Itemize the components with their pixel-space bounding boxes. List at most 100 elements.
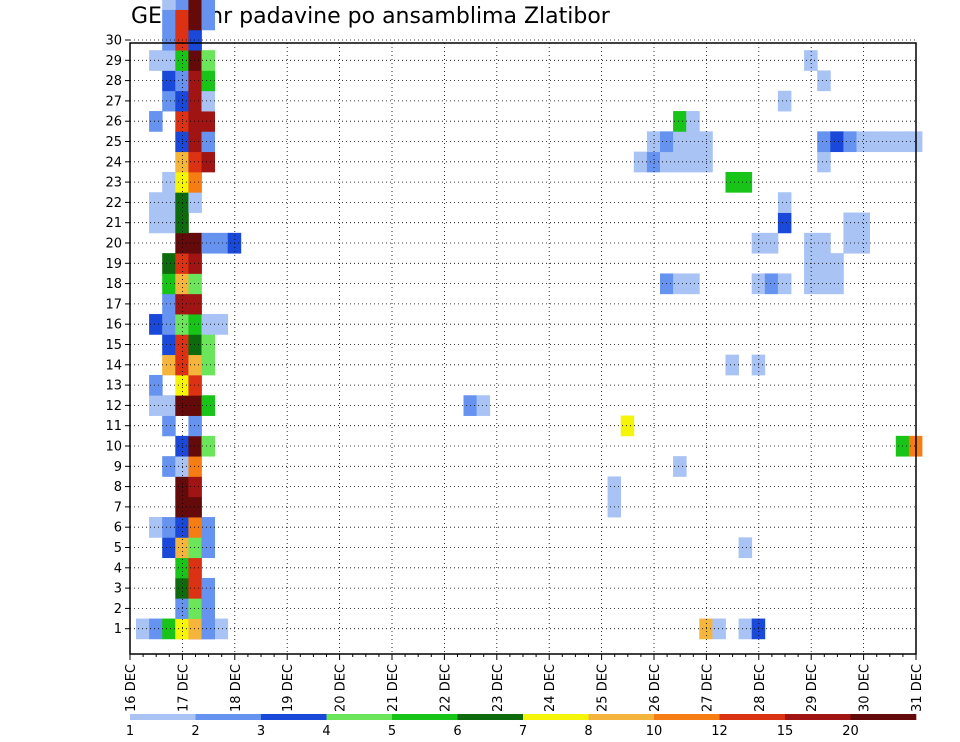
heatmap-cell: [188, 0, 202, 10]
heatmap-cell: [149, 50, 163, 71]
heatmap-cell: [201, 0, 215, 10]
heatmap-cell: [188, 131, 202, 153]
x-tick-label: 26 DEC: [648, 664, 663, 712]
y-tick-label: 3: [114, 582, 122, 597]
colorbar-swatch: [261, 714, 327, 720]
heatmap-cell: [201, 334, 215, 356]
heatmap-cell: [686, 151, 700, 173]
y-tick-label: 6: [114, 521, 122, 536]
colorbar-label: 20: [842, 724, 859, 739]
x-tick-label: 28 DEC: [753, 664, 768, 712]
heatmap-cell: [162, 537, 176, 559]
heatmap-cell: [162, 9, 176, 31]
y-tick-label: 14: [105, 358, 122, 373]
heatmap-cell: [162, 29, 176, 51]
colorbar-label: 3: [257, 724, 265, 739]
heatmap-cell: [201, 232, 215, 254]
heatmap-cell: [673, 111, 687, 132]
x-tick-label: 27 DEC: [700, 664, 715, 712]
y-tick-label: 24: [105, 155, 122, 170]
colorbar-label: 8: [584, 724, 592, 739]
heatmap-cell: [673, 151, 687, 173]
x-tick-label: 29 DEC: [805, 664, 820, 712]
heatmap-cell: [188, 395, 202, 416]
colorbar-swatch: [195, 714, 262, 720]
y-tick-label: 29: [105, 54, 122, 69]
y-tick-label: 23: [105, 176, 122, 191]
heatmap-cell: [777, 273, 792, 295]
x-tick-label: 30 DEC: [858, 664, 873, 712]
heatmap-cell: [856, 131, 870, 153]
heatmap-cell: [201, 9, 215, 31]
heatmap-cell: [188, 415, 202, 437]
colorbar-swatch: [654, 714, 720, 720]
y-tick-label: 19: [105, 257, 122, 272]
plot-frame: [129, 42, 917, 655]
y-tick-label: 22: [105, 196, 122, 211]
x-tick-label: 24 DEC: [543, 664, 558, 712]
heatmap-cell: [175, 9, 189, 31]
colorbar-swatch: [588, 714, 655, 720]
heatmap-cell: [214, 618, 229, 640]
y-tick-label: 2: [114, 602, 122, 617]
heatmap-cell: [149, 517, 163, 538]
heatmap-cell: [201, 618, 215, 640]
heatmap-cell: [149, 314, 163, 335]
heatmap-cell: [149, 374, 163, 396]
heatmap-cell: [188, 476, 202, 498]
heatmap-cell: [162, 192, 176, 213]
heatmap-cell: [633, 151, 648, 173]
colorbar-label: 6: [453, 724, 461, 739]
colorbar-swatch: [392, 714, 458, 720]
heatmap-cell: [162, 395, 176, 416]
heatmap-cell: [882, 131, 897, 153]
y-tick-label: 4: [114, 561, 122, 576]
y-tick-label: 18: [105, 277, 122, 292]
heatmap-cell: [188, 232, 202, 254]
x-axis: 16 DEC 17 DEC 18 DEC 19 DEC 20 DEC 21 DEC 22 D…: [124, 654, 925, 712]
y-tick-label: 5: [114, 541, 122, 556]
heatmap-cell: [817, 273, 831, 295]
heatmap-cell: [201, 395, 215, 416]
heatmap-cell: [188, 151, 202, 173]
heatmap-cell: [188, 90, 202, 112]
heatmap-cell: [201, 111, 215, 132]
heatmap-cell: [188, 314, 202, 335]
heatmap-cell: [201, 131, 215, 153]
colorbar-swatch: [457, 714, 524, 720]
y-tick-label: 16: [105, 318, 122, 333]
heatmap-cell: [817, 232, 831, 254]
heatmap-cell: [725, 171, 739, 193]
heatmap-cell: [777, 90, 792, 112]
heatmap-cell: [162, 314, 176, 335]
heatmap-cell: [188, 496, 202, 518]
heatmap-cell: [201, 151, 215, 173]
heatmap-cell: [201, 354, 215, 376]
heatmap-cell: [817, 70, 831, 92]
heatmap-cell: [620, 415, 635, 437]
heatmap-cell: [162, 253, 176, 274]
heatmap-cell: [188, 9, 202, 31]
heatmap-cell: [188, 435, 202, 457]
colorbar: 1 2 3 4 5 6 7 8 10 12 15 20: [126, 714, 917, 739]
y-tick-label: 15: [105, 338, 122, 353]
colorbar-label: 12: [711, 724, 728, 739]
colorbar-label: 4: [322, 724, 330, 739]
heatmap-cell: [856, 212, 870, 234]
heatmap-cell: [188, 374, 202, 396]
heatmap-cell: [149, 618, 163, 640]
x-tick-label: 21 DEC: [386, 664, 401, 712]
y-tick-label: 11: [105, 419, 122, 434]
heatmap-cell: [673, 456, 687, 477]
colorbar-swatch: [785, 714, 851, 720]
heatmap-cell: [188, 354, 202, 376]
heatmap-cell: [738, 618, 753, 640]
heatmap-cell: [673, 131, 687, 153]
heatmap-cell: [777, 192, 792, 213]
heatmap-cell: [188, 456, 202, 477]
heatmap-cell: [476, 395, 491, 416]
heatmap-cell: [201, 435, 215, 457]
heatmap-cell: [162, 0, 176, 10]
heatmap-cell: [201, 577, 215, 599]
